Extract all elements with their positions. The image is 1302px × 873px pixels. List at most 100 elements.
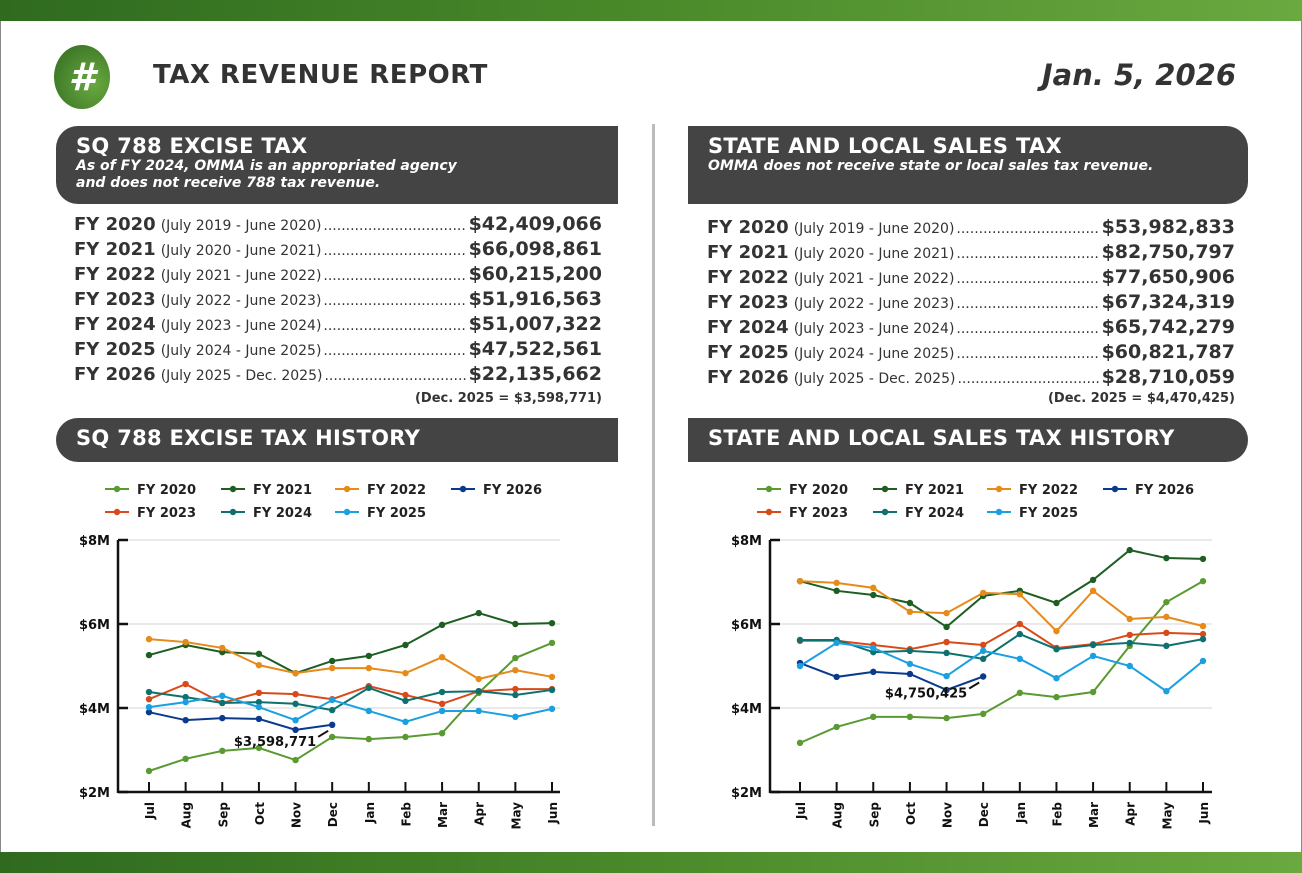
total-row: FY 2026(July 2025 - Dec. 2025) $28,710,05… xyxy=(707,366,1235,391)
dot-leader xyxy=(956,221,1099,237)
annotation-leader xyxy=(968,681,980,690)
sales-subtitle: OMMA does not receive state or local sal… xyxy=(708,158,1154,174)
legend-marker xyxy=(343,508,351,516)
legend-label: FY 2025 xyxy=(367,506,426,521)
legend-marker xyxy=(113,508,121,516)
data-point xyxy=(906,670,914,678)
data-point xyxy=(438,730,446,737)
amount: $67,324,319 xyxy=(1101,291,1235,313)
sales-header: STATE AND LOCAL SALES TAX OMMA does not … xyxy=(688,126,1248,204)
data-point xyxy=(219,692,226,700)
legend-label: FY 2024 xyxy=(253,506,312,521)
data-point xyxy=(438,688,446,696)
data-point xyxy=(219,714,226,722)
legend-marker xyxy=(995,485,1003,493)
legend-marker xyxy=(343,485,351,493)
fiscal-year: FY 2025 xyxy=(74,339,156,360)
data-point xyxy=(182,680,189,688)
data-point xyxy=(438,653,446,661)
data-point xyxy=(906,608,914,616)
series-line-fy-2024 xyxy=(800,632,1204,660)
data-point xyxy=(796,577,804,585)
data-point xyxy=(548,639,556,647)
data-point xyxy=(292,669,299,677)
data-point xyxy=(402,697,409,705)
data-point xyxy=(833,673,840,681)
dot-leader xyxy=(956,321,1099,337)
data-point xyxy=(1053,674,1060,682)
data-point xyxy=(1163,554,1170,562)
data-point xyxy=(255,715,263,723)
data-point xyxy=(475,688,482,695)
data-point xyxy=(833,579,840,587)
dot-leader xyxy=(323,318,466,334)
data-point xyxy=(255,650,263,658)
data-point xyxy=(145,651,153,659)
data-point xyxy=(906,713,914,721)
x-tick-label: Nov xyxy=(941,802,955,828)
x-tick-label: Jan xyxy=(363,802,377,824)
sales-totals: FY 2020(July 2019 - June 2020) $53,982,83… xyxy=(707,216,1235,391)
data-point xyxy=(1089,576,1097,584)
y-tick-label: $6M xyxy=(731,618,762,633)
data-point xyxy=(328,664,336,672)
data-point xyxy=(292,756,299,764)
total-row: FY 2022(July 2021 - June 2022) $77,650,90… xyxy=(707,266,1235,291)
top-banner xyxy=(0,0,1302,21)
data-point xyxy=(512,685,519,693)
data-point xyxy=(182,755,189,763)
data-point xyxy=(1126,662,1133,670)
legend-label: FY 2024 xyxy=(905,506,964,521)
data-point xyxy=(870,668,877,676)
fiscal-year: FY 2025 xyxy=(707,342,789,363)
data-point xyxy=(292,716,299,724)
y-tick-label: $2M xyxy=(731,786,762,801)
legend-label: FY 2022 xyxy=(367,483,426,498)
data-point xyxy=(870,713,877,721)
date-range: (July 2020 - June 2021) xyxy=(793,246,955,262)
fiscal-year: FY 2026 xyxy=(707,367,789,388)
y-tick-label: $6M xyxy=(79,618,110,633)
data-point xyxy=(1053,627,1060,635)
fiscal-year: FY 2023 xyxy=(707,292,789,313)
data-point xyxy=(292,690,299,698)
data-point xyxy=(219,747,226,755)
data-point xyxy=(833,587,840,595)
data-point xyxy=(145,635,153,643)
data-point xyxy=(979,589,987,597)
data-point xyxy=(943,638,950,646)
x-tick-label: Jun xyxy=(1197,802,1211,825)
data-point xyxy=(402,669,409,677)
data-point xyxy=(1089,652,1097,660)
data-point xyxy=(548,619,556,627)
data-point xyxy=(328,706,336,714)
dot-leader xyxy=(956,271,1099,287)
data-point xyxy=(365,652,373,660)
excise-header: SQ 788 EXCISE TAX As of FY 2024, OMMA is… xyxy=(56,126,618,204)
data-point xyxy=(512,667,519,674)
x-tick-label: Mar xyxy=(436,802,450,828)
x-tick-label: Sep xyxy=(867,802,881,828)
x-tick-label: Mar xyxy=(1087,802,1101,828)
x-tick-label: Jul xyxy=(794,802,808,820)
legend-marker xyxy=(765,485,773,493)
total-row: FY 2025(July 2024 - June 2025) $60,821,78… xyxy=(707,341,1235,366)
sales-history-chart: $2M $4M $6M $8M Jul Aug Sep Oct Nov Dec Jan Feb Mar A… xyxy=(731,483,1212,830)
x-tick-label: Aug xyxy=(831,802,845,828)
amount: $66,098,861 xyxy=(468,238,602,260)
page-title: TAX REVENUE REPORT xyxy=(153,60,488,90)
date-range: (July 2019 - June 2020) xyxy=(793,221,955,237)
data-point xyxy=(402,691,409,699)
data-point xyxy=(870,591,877,599)
dot-leader xyxy=(956,246,1099,262)
data-point xyxy=(1089,587,1097,595)
data-point xyxy=(979,641,987,649)
fiscal-year: FY 2021 xyxy=(707,242,789,263)
legend-label: FY 2020 xyxy=(789,483,848,498)
data-point xyxy=(1199,630,1207,638)
series-line-fy-2026 xyxy=(799,662,984,692)
amount: $53,982,833 xyxy=(1101,216,1235,238)
fiscal-year: FY 2022 xyxy=(707,267,789,288)
data-point xyxy=(219,699,226,707)
legend-marker xyxy=(229,508,237,516)
